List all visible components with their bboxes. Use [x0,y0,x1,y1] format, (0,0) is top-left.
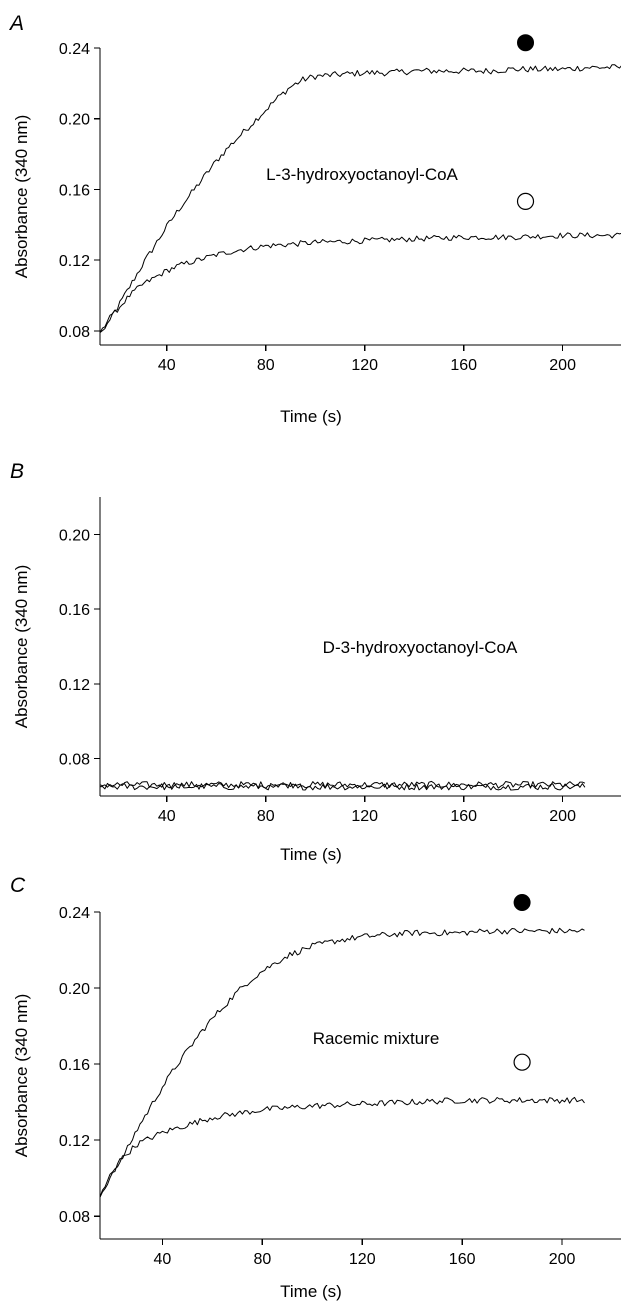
panel-label: B [10,460,24,483]
x-tick-label: 80 [257,357,275,374]
y-tick-label: 0.16 [59,602,90,619]
chart-annotation: D-3-hydroxyoctanoyl-CoA [323,638,518,657]
open-circle-marker [516,192,535,210]
filled-circle-marker [513,893,531,911]
x-tick-label: 200 [549,1251,576,1268]
y-tick-label: 0.16 [59,1057,90,1074]
filled-circle-marker [517,34,535,52]
y-tick-label: 0.12 [59,677,90,694]
y-tick-label: 0.08 [59,324,90,341]
x-tick-label: 160 [450,808,477,825]
series-line-2 [99,782,586,791]
x-tick-label: 160 [450,357,477,374]
x-axis-label: Time (s) [280,407,342,426]
series-line-1 [99,64,621,333]
y-tick-label: 0.20 [59,527,90,544]
x-tick-label: 40 [158,357,176,374]
y-tick-label: 0.08 [59,1209,90,1226]
y-tick-label: 0.24 [59,41,90,58]
x-tick-label: 200 [549,357,576,374]
x-tick-label: 160 [449,1251,476,1268]
open-circle-marker [513,1053,531,1071]
y-axis-label: Absorbance (340 nm) [12,994,31,1157]
x-tick-label: 80 [257,808,275,825]
chart-annotation: Racemic mixture [313,1029,440,1048]
x-tick-label: 120 [351,357,378,374]
series-line-2 [99,1096,585,1198]
y-axis-label: Absorbance (340 nm) [12,115,31,278]
y-tick-label: 0.12 [59,253,90,270]
x-axis-label: Time (s) [280,845,342,864]
x-tick-label: 120 [349,1251,376,1268]
x-axis-label: Time (s) [280,1282,342,1301]
chart-annotation: L-3-hydroxyoctanoyl-CoA [266,165,458,184]
x-tick-label: 80 [253,1251,271,1268]
x-tick-label: 200 [549,808,576,825]
y-tick-label: 0.24 [59,905,90,922]
x-tick-label: 40 [158,808,176,825]
y-tick-label: 0.20 [59,112,90,129]
x-tick-label: 120 [351,808,378,825]
x-tick-label: 40 [154,1251,172,1268]
y-tick-label: 0.12 [59,1133,90,1150]
y-tick-label: 0.08 [59,752,90,769]
y-axis-label: Absorbance (340 nm) [12,565,31,728]
panel-label: C [10,874,26,897]
y-tick-label: 0.16 [59,182,90,199]
y-tick-label: 0.20 [59,981,90,998]
panel-label: A [8,12,24,35]
series-line-2 [99,232,621,333]
series-line-1 [99,927,585,1198]
